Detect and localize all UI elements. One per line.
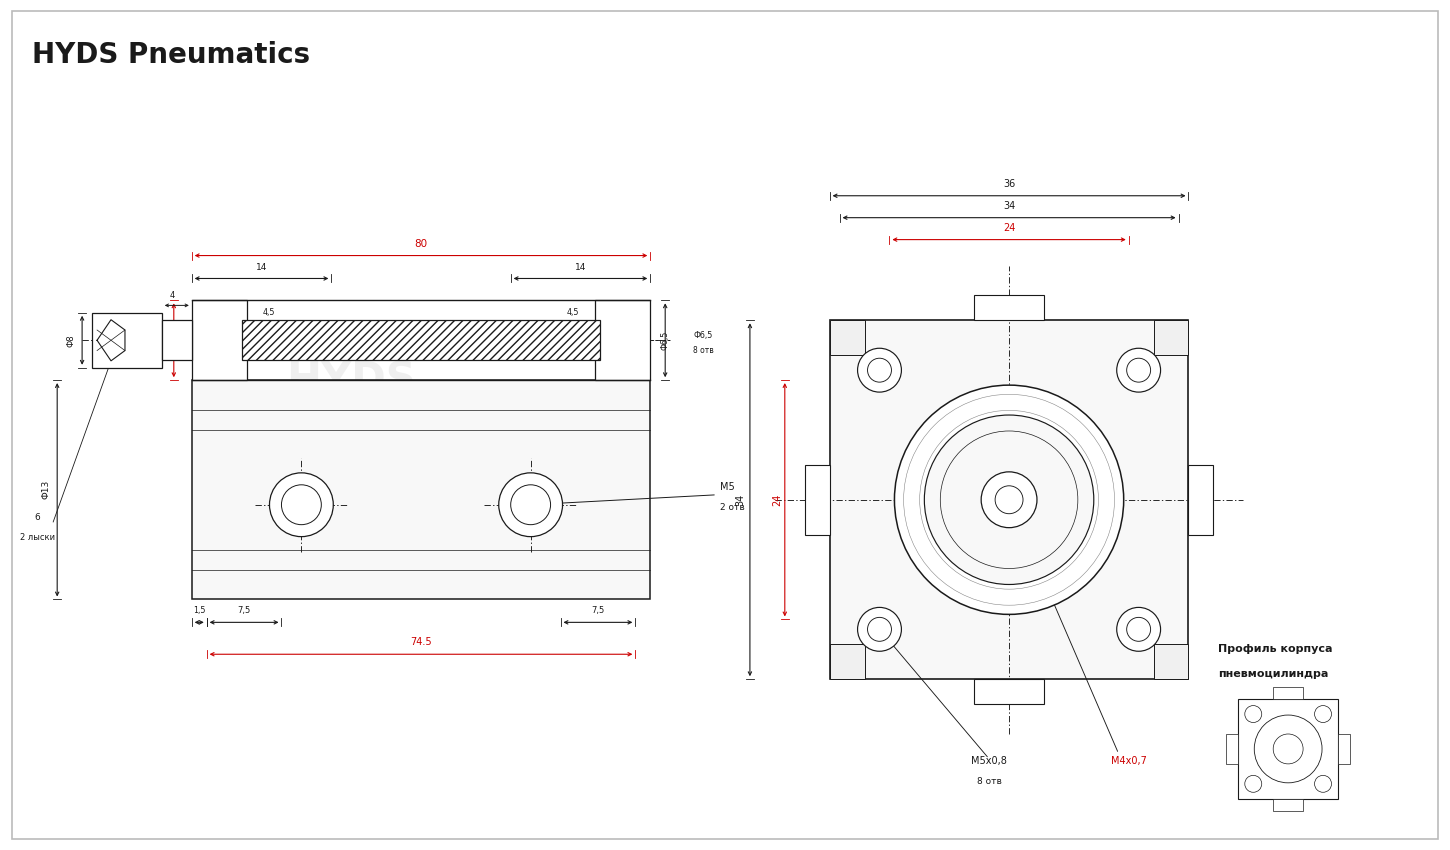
Bar <box>162 320 191 360</box>
Text: М4х0,7: М4х0,7 <box>1111 756 1147 766</box>
Circle shape <box>1127 358 1151 382</box>
Circle shape <box>895 385 1124 615</box>
Circle shape <box>1315 706 1331 722</box>
Circle shape <box>995 486 1024 513</box>
Text: 7,5: 7,5 <box>238 606 251 615</box>
Text: 34: 34 <box>735 494 745 506</box>
Text: 2 лыски: 2 лыски <box>20 533 55 541</box>
Bar <box>93 313 162 368</box>
Bar <box>829 320 1189 679</box>
Circle shape <box>281 484 322 524</box>
Text: 14: 14 <box>255 263 267 271</box>
Bar <box>596 300 650 380</box>
Text: 7,5: 7,5 <box>592 606 605 615</box>
Circle shape <box>1244 706 1262 722</box>
Text: 24: 24 <box>771 494 782 506</box>
Circle shape <box>1116 348 1160 392</box>
Text: Ф6,5: Ф6,5 <box>660 331 670 350</box>
Text: Ф13: Ф13 <box>41 480 51 500</box>
Circle shape <box>1244 775 1262 792</box>
Bar <box>974 679 1044 704</box>
Bar <box>1238 699 1338 799</box>
Bar <box>1154 644 1189 679</box>
Text: пневмоцилиндра: пневмоцилиндра <box>1218 669 1328 679</box>
Bar <box>191 300 246 380</box>
Text: 74.5: 74.5 <box>410 638 432 647</box>
Text: 36: 36 <box>1003 178 1015 189</box>
Bar <box>805 465 829 535</box>
Circle shape <box>982 472 1037 528</box>
Text: 4: 4 <box>170 292 174 300</box>
Text: Ф8: Ф8 <box>67 334 75 347</box>
Text: 14: 14 <box>574 263 586 271</box>
Circle shape <box>1127 617 1151 641</box>
Bar <box>829 644 864 679</box>
Text: 2 отв: 2 отв <box>721 502 745 512</box>
Circle shape <box>857 608 902 651</box>
Text: 34: 34 <box>1003 201 1015 211</box>
Text: Профиль корпуса: Профиль корпуса <box>1218 644 1333 654</box>
Bar <box>974 296 1044 320</box>
Bar <box>1273 799 1304 811</box>
Text: 5,5: 5,5 <box>162 333 171 348</box>
Bar <box>1189 465 1214 535</box>
Circle shape <box>857 348 902 392</box>
Bar <box>1227 734 1238 764</box>
Text: 8 отв: 8 отв <box>693 346 713 354</box>
Text: 6: 6 <box>35 513 41 522</box>
Text: Ф6,5: Ф6,5 <box>693 331 712 340</box>
Bar <box>1273 687 1304 699</box>
Text: HYDS: HYDS <box>934 360 1064 401</box>
Circle shape <box>867 358 892 382</box>
Circle shape <box>924 415 1093 585</box>
Circle shape <box>510 484 551 524</box>
Circle shape <box>867 617 892 641</box>
Circle shape <box>1116 608 1160 651</box>
Circle shape <box>499 473 563 536</box>
Bar <box>829 320 864 355</box>
Bar <box>1154 320 1189 355</box>
Text: 4,5: 4,5 <box>567 309 579 317</box>
Circle shape <box>270 473 334 536</box>
Bar <box>191 380 650 599</box>
Text: HYDS Pneumatics: HYDS Pneumatics <box>32 42 310 69</box>
Text: М5х0,8: М5х0,8 <box>972 756 1008 766</box>
Text: 80: 80 <box>415 239 428 248</box>
Text: 24: 24 <box>1003 223 1015 233</box>
Text: М5: М5 <box>721 482 735 492</box>
Bar <box>242 320 600 360</box>
Text: 8 отв: 8 отв <box>977 777 1002 785</box>
Text: 1,5: 1,5 <box>193 606 206 615</box>
Bar <box>1338 734 1350 764</box>
Text: 4,5: 4,5 <box>262 309 276 317</box>
Circle shape <box>1315 775 1331 792</box>
Text: HYDS: HYDS <box>286 360 416 401</box>
